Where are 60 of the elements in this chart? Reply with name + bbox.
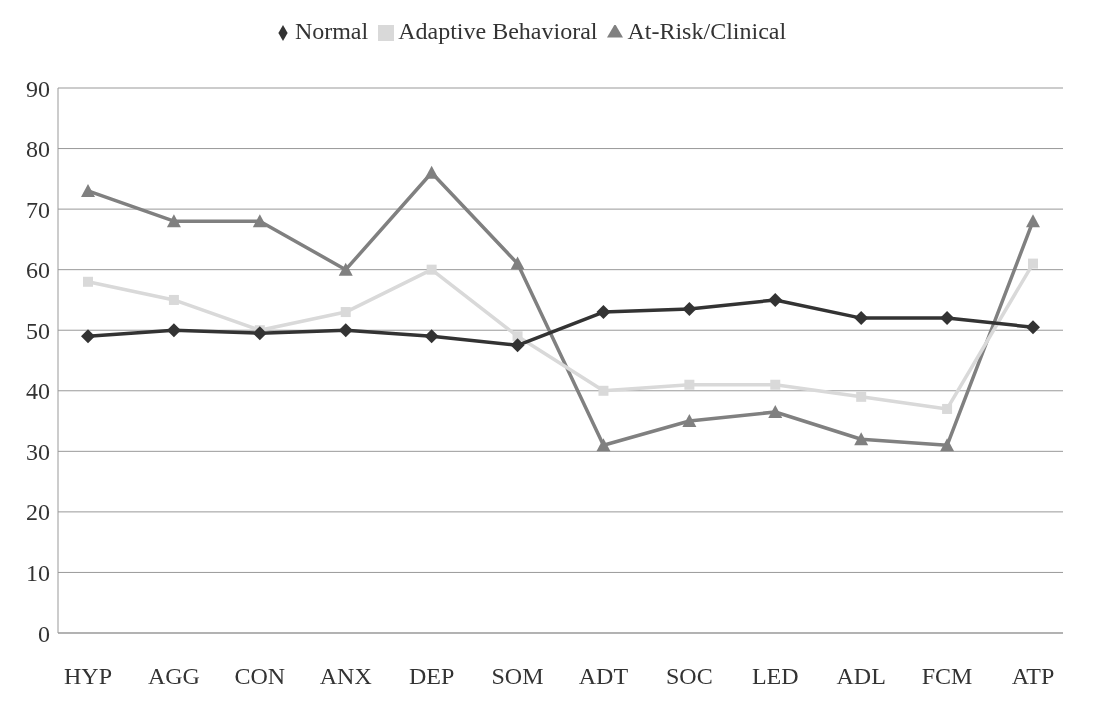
point bbox=[682, 302, 697, 317]
point bbox=[512, 331, 523, 342]
point bbox=[81, 183, 95, 197]
point bbox=[596, 438, 611, 452]
point bbox=[510, 338, 525, 353]
point bbox=[338, 262, 353, 276]
legend-label: Adaptive Behavioral bbox=[398, 18, 598, 44]
x-tick-label: ATP bbox=[1011, 663, 1055, 690]
y-tick-label: 30 bbox=[26, 438, 50, 465]
point bbox=[252, 214, 267, 228]
point bbox=[770, 379, 781, 390]
y-tick-label: 80 bbox=[26, 136, 50, 163]
legend-label: Normal bbox=[294, 18, 369, 44]
x-tick-label: CON bbox=[234, 663, 286, 690]
point bbox=[81, 329, 95, 344]
point bbox=[424, 329, 439, 344]
y-tick-label: 40 bbox=[26, 378, 50, 405]
y-tick-label: 10 bbox=[26, 559, 50, 586]
x-tick-label: ADT bbox=[578, 663, 629, 690]
y-tick-label: 50 bbox=[26, 317, 50, 344]
point bbox=[338, 323, 353, 338]
point bbox=[682, 414, 697, 428]
x-tick-label: ADL bbox=[836, 663, 886, 690]
point bbox=[598, 385, 609, 396]
x-tick-label: SOC bbox=[666, 663, 713, 690]
y-tick-label: 20 bbox=[26, 499, 50, 526]
x-tick-label: DEP bbox=[408, 663, 455, 690]
point bbox=[1026, 214, 1040, 228]
point bbox=[856, 391, 867, 402]
point bbox=[166, 214, 181, 228]
point bbox=[510, 256, 525, 270]
point bbox=[426, 264, 437, 275]
point bbox=[940, 438, 955, 452]
point bbox=[340, 307, 351, 318]
x-tick-label: ANX bbox=[319, 663, 372, 690]
point bbox=[83, 276, 93, 287]
y-tick-label: 0 bbox=[38, 620, 50, 647]
point bbox=[596, 305, 611, 320]
x-tick-label: SOM bbox=[491, 663, 544, 690]
point bbox=[854, 432, 869, 446]
point bbox=[940, 311, 955, 326]
y-tick-label: 60 bbox=[26, 257, 50, 284]
point bbox=[942, 403, 953, 414]
point bbox=[684, 379, 695, 390]
point bbox=[1026, 320, 1040, 335]
point bbox=[424, 165, 439, 179]
point bbox=[768, 404, 783, 418]
x-tick-label: AGG bbox=[147, 663, 200, 690]
x-tick-label: LED bbox=[751, 663, 799, 690]
y-tick-label: 70 bbox=[26, 196, 50, 223]
point bbox=[168, 294, 179, 305]
x-tick-label: HYP bbox=[63, 663, 113, 690]
point bbox=[252, 326, 267, 341]
point bbox=[854, 311, 869, 326]
x-tick-label: FCM bbox=[921, 663, 973, 690]
legend-label: At-Risk/Clinical bbox=[627, 18, 787, 44]
point bbox=[1028, 258, 1038, 269]
point bbox=[768, 292, 783, 307]
y-tick-label: 90 bbox=[26, 75, 50, 102]
point bbox=[166, 323, 181, 338]
